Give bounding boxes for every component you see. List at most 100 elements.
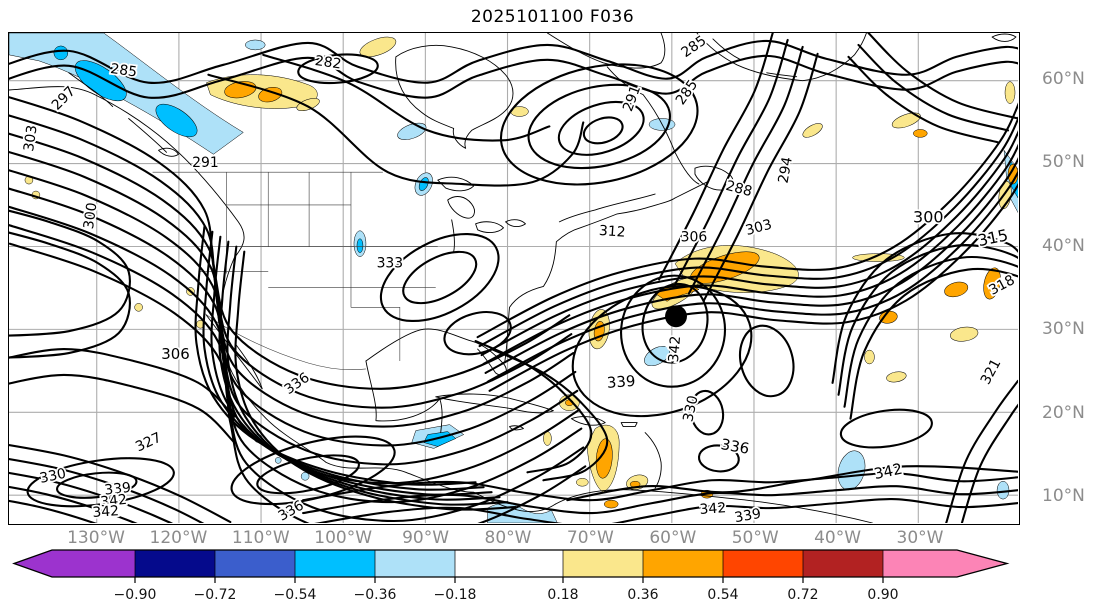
- contour-line: [9, 373, 236, 444]
- lon-tick-label: 90°W: [402, 528, 450, 548]
- contour-line: [9, 485, 138, 523]
- lat-tick-label: 20°N: [1042, 402, 1085, 423]
- contour-line: [9, 457, 205, 523]
- colorbar-tick-label: −0.36: [354, 587, 397, 603]
- contour-loop: [527, 83, 671, 170]
- colorbar: −0.90 −0.72 −0.54 −0.36 −0.18 0.18 0.36 0.54 0.7…: [12, 549, 1010, 603]
- lat-tick-label: 40°N: [1042, 235, 1085, 256]
- shade-negative: [996, 481, 1010, 500]
- contour-loop: [620, 274, 727, 388]
- shade-negative: [155, 103, 198, 138]
- contour-line: [857, 43, 1010, 132]
- shade-positive: [802, 123, 823, 138]
- contour-line: [867, 33, 1018, 120]
- lon-tick-label: 60°W: [649, 528, 697, 548]
- contour-loop: [26, 457, 175, 508]
- contour-label: 339: [606, 372, 636, 392]
- colorbar-segment: [215, 550, 295, 577]
- contour-line: [687, 45, 804, 295]
- colorbar-under-arrow: [14, 550, 135, 577]
- shade-negative: [300, 472, 310, 481]
- colorbar-tick-label: 0.72: [787, 587, 818, 603]
- height-contours: [9, 33, 1018, 523]
- colorbar-tick-label: −0.72: [194, 587, 237, 603]
- contour-loop: [571, 284, 753, 418]
- lat-tick-label: 60°N: [1042, 69, 1085, 89]
- colorbar-tick-label: 0.54: [707, 587, 738, 603]
- shade-positive: [296, 98, 320, 112]
- contour-label: 300: [81, 202, 101, 231]
- contour-loop: [256, 454, 360, 495]
- shade-negative: [53, 45, 69, 61]
- contour-label: 306: [681, 230, 708, 246]
- contour-line: [849, 267, 1018, 420]
- lon-tick-label: 30°W: [896, 528, 944, 548]
- contour-label: 306: [161, 345, 190, 363]
- latitude-axis: 60°N 50°N 40°N 30°N 20°N 10°N: [1042, 32, 1105, 525]
- contour-line: [207, 73, 585, 187]
- shade-negative: [274, 457, 282, 464]
- contour-loop: [689, 389, 725, 436]
- colorbar-segment: [295, 550, 375, 577]
- contour-loop: [499, 63, 699, 186]
- colorbar-segment: [375, 550, 455, 577]
- lon-tick-label: 40°W: [814, 528, 862, 548]
- colorbar-segment: [723, 550, 803, 577]
- shade-positive: [134, 303, 143, 312]
- coastlines: [9, 33, 1017, 523]
- shade-positive: [1004, 81, 1016, 104]
- map-frame: 285 282 285 285 294 288 291 291 297 303 300 312 306 3…: [8, 32, 1020, 525]
- colorbar-segment: [643, 550, 723, 577]
- contour-loop: [697, 444, 740, 473]
- shade-positive: [886, 371, 907, 383]
- contour-line: [486, 170, 1018, 383]
- contour-loop: [230, 435, 396, 506]
- contour-loop: [297, 53, 379, 85]
- contour-label: 321: [978, 356, 1005, 387]
- contour-label: 339: [104, 480, 132, 499]
- shade-positive: [913, 129, 928, 138]
- contour-line: [960, 403, 1018, 523]
- contour-line: [488, 182, 1018, 392]
- contour-line: [478, 116, 1018, 348]
- lat-tick-label: 30°N: [1042, 319, 1085, 340]
- longitude-axis: 130°W 120°W 110°W 100°W 90°W 80°W 70°W 60°W 50°W…: [0, 528, 1105, 548]
- colorbar-segment: [455, 550, 563, 577]
- contour-line: [843, 256, 1018, 408]
- contour-line: [9, 471, 174, 523]
- shade-positive: [603, 499, 619, 509]
- contour-line: [658, 33, 774, 281]
- lat-tick-label: 10°N: [1042, 486, 1085, 506]
- contour-line: [9, 96, 571, 390]
- contour-label: 342: [100, 492, 128, 511]
- contour-label: 336: [719, 435, 750, 458]
- contour-label: 303: [744, 217, 774, 239]
- contour-line: [482, 143, 1018, 366]
- colorbar-tick-label: 0.90: [867, 587, 898, 603]
- contour-line: [9, 209, 131, 337]
- shade-positive: [359, 36, 397, 58]
- colorbar-over-arrow: [883, 550, 1007, 577]
- contour-line: [9, 114, 573, 409]
- shade-positive: [950, 326, 979, 342]
- contour-line: [837, 244, 1018, 396]
- contour-line: [566, 465, 1018, 502]
- contour-line: [9, 499, 98, 523]
- lon-tick-label: 100°W: [314, 528, 373, 548]
- lon-tick-label: 120°W: [149, 528, 208, 548]
- contour-line: [302, 472, 1018, 502]
- contour-loop: [379, 232, 500, 323]
- shade-positive: [258, 86, 283, 103]
- contour-label: 288: [724, 178, 754, 200]
- contour-loop: [738, 324, 795, 398]
- contour-line: [9, 231, 131, 359]
- contour-line: [672, 38, 789, 288]
- contour-line: [9, 150, 577, 447]
- contour-label: 285: [109, 61, 138, 81]
- shade-negative: [245, 39, 266, 51]
- shade-positive: [864, 349, 875, 365]
- contour-label: 294: [775, 156, 795, 185]
- colorbar-segment: [563, 550, 643, 577]
- contour-line: [9, 242, 587, 523]
- contour-line: [314, 498, 1018, 523]
